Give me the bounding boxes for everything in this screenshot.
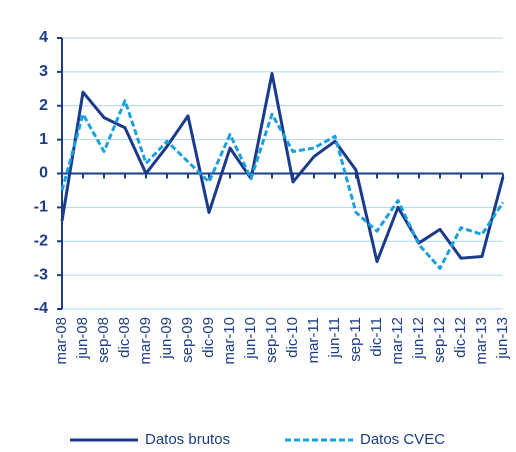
x-tick-label: jun-11 [326, 317, 343, 359]
y-tick-label: -2 [34, 232, 48, 249]
x-tick-label: jun-13 [494, 317, 511, 360]
x-tick-label: jun-08 [74, 317, 91, 360]
x-tick-label: dic-10 [284, 317, 301, 358]
y-tick-label: -3 [34, 266, 48, 283]
x-tick-label: sep-09 [179, 317, 196, 363]
y-tick-label: -1 [34, 199, 48, 216]
y-tick-label: 0 [39, 165, 48, 182]
x-tick-label: mar-10 [221, 317, 238, 365]
x-tick-label: dic-09 [200, 317, 217, 358]
x-tick-label: mar-11 [305, 317, 322, 363]
x-tick-label: jun-09 [158, 317, 175, 360]
y-tick-label: -4 [34, 300, 48, 317]
series-line [60, 99, 505, 270]
series-line [60, 72, 505, 264]
y-tick-label: 1 [39, 131, 48, 148]
x-tick-label: mar-09 [137, 317, 154, 365]
x-tick-label: sep-12 [431, 317, 448, 363]
legend-label: Datos brutos [145, 431, 230, 448]
legend-label: Datos CVEC [360, 431, 445, 448]
y-tick-label: 3 [39, 63, 48, 80]
x-tick-label: mar-08 [53, 317, 70, 365]
x-tick-label: jun-10 [242, 317, 259, 360]
x-tick-label: mar-13 [473, 317, 490, 365]
x-tick-label: sep-11 [347, 317, 364, 362]
x-tick-label: mar-12 [389, 317, 406, 365]
x-tick-label: sep-08 [95, 317, 112, 363]
x-tick-label: sep-10 [263, 317, 280, 363]
y-tick-label: 2 [39, 97, 48, 114]
x-tick-label: dic-11 [368, 317, 385, 357]
y-tick-label: 4 [39, 29, 48, 46]
x-tick-label: dic-12 [452, 317, 469, 358]
x-tick-label: dic-08 [116, 317, 133, 358]
x-tick-label: jun-12 [410, 317, 427, 360]
